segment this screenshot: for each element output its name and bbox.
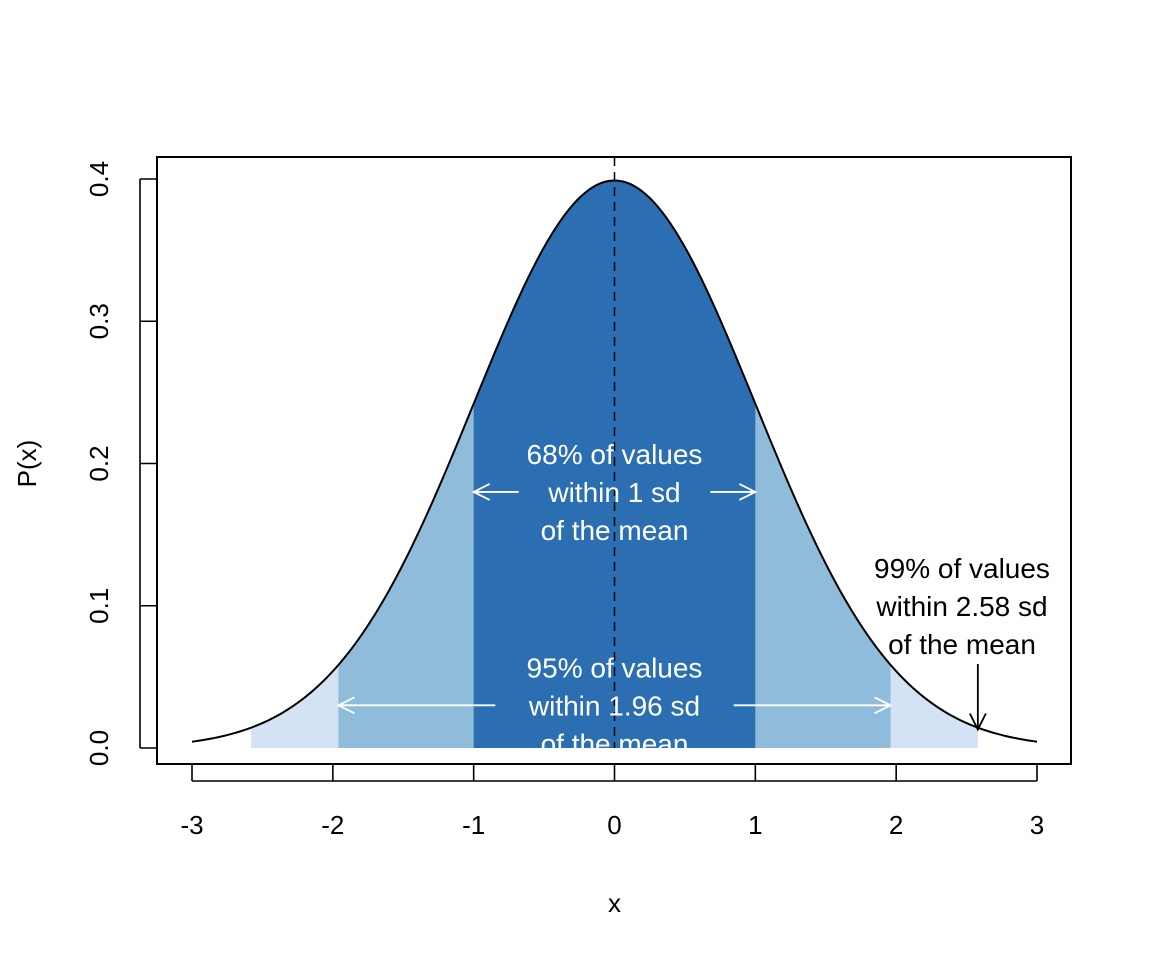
arrowhead: [969, 713, 987, 732]
y-axis-label: P(x): [12, 440, 42, 488]
arrowhead: [738, 483, 758, 501]
x-tick-label: -2: [321, 810, 344, 840]
y-tick-label: 0.1: [84, 588, 114, 624]
x-axis-label: x: [608, 888, 621, 918]
y-tick-label: 0.3: [84, 303, 114, 339]
annotation-2: 99% of values within 2.58 sd of the mean: [874, 553, 1050, 732]
x-tick-label: -3: [180, 810, 203, 840]
x-tick-label: 0: [607, 810, 621, 840]
annotation-1: 95% of values within 1.96 sd of the mean: [336, 652, 893, 759]
annotation-1-line-0: 95% of values: [527, 652, 703, 683]
annotation-2-line-0: 99% of values: [874, 553, 1050, 584]
x-tick-label: 3: [1030, 810, 1044, 840]
arrowhead: [336, 696, 355, 715]
x-tick-label: 2: [889, 810, 903, 840]
x-tick-label: -1: [462, 810, 485, 840]
y-tick-label: 0.0: [84, 730, 114, 766]
x-tick-label: 1: [748, 810, 762, 840]
annotation-2-line-2: of the mean: [888, 629, 1036, 660]
y-axis: 0.0 0.1 0.2 0.3 0.4: [84, 161, 157, 766]
annotation-0-line-0: 68% of values: [527, 439, 703, 470]
x-axis: -3 -2 -1 0 1 2 3: [180, 764, 1044, 840]
annotation-0: 68% of values within 1 sd of the mean: [471, 439, 758, 546]
y-tick-label: 0.4: [84, 161, 114, 197]
annotation-2-line-1: within 2.58 sd: [875, 591, 1047, 622]
y-tick-label: 0.2: [84, 445, 114, 481]
annotation-0-line-2: of the mean: [541, 515, 689, 546]
annotation-0-line-1: within 1 sd: [547, 477, 680, 508]
arrowhead: [874, 696, 893, 715]
annotation-1-line-1: within 1.96 sd: [528, 690, 700, 721]
arrowhead: [471, 483, 491, 501]
annotation-1-line-2: of the mean: [541, 728, 689, 759]
